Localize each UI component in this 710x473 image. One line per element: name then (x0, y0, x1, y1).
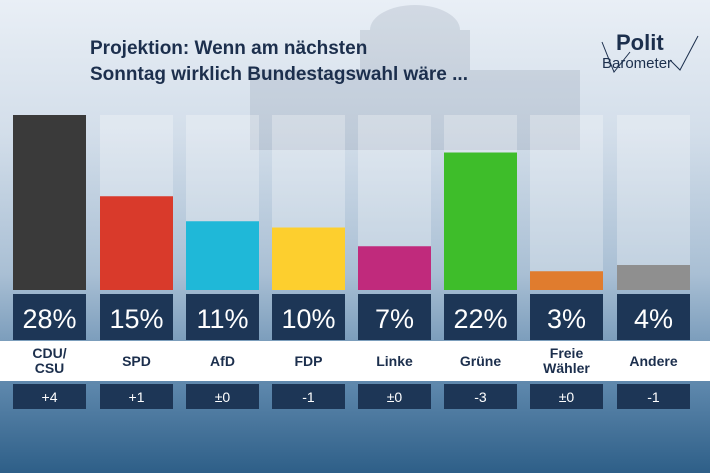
value-label-cdu-csu: 28% (22, 304, 76, 334)
party-label-row (0, 341, 710, 381)
politbarometer-logo: Polit Barometer (600, 30, 700, 75)
value-box-cdu-csu (13, 294, 86, 340)
party-label-afd: AfD (210, 352, 235, 369)
bar-fdp (272, 227, 345, 290)
building-silhouette (250, 5, 580, 150)
bar-andere (617, 265, 690, 290)
party-label-cdu-csu: CDU/CSU (32, 345, 67, 376)
value-label-spd: 15% (109, 304, 163, 334)
bar-slot-freie-w-hler (530, 115, 603, 290)
title-line-2: Sonntag wirklich Bundestagswahl wäre ... (90, 64, 468, 85)
change-label-linke: ±0 (358, 384, 431, 409)
party-label-spd: SPD (122, 352, 151, 369)
value-label-freie-w-hler: 3% (547, 304, 586, 334)
party-label-linke: Linke (376, 352, 413, 369)
change-label-freie-w-hler: ±0 (530, 384, 603, 409)
bar-freie-w-hler (530, 271, 603, 290)
value-box-freie-w-hler (530, 294, 603, 340)
change-label-spd: +1 (100, 384, 173, 409)
value-box-linke (358, 294, 431, 340)
value-box-afd (186, 294, 259, 340)
bar-spd (100, 196, 173, 290)
value-box-fdp (272, 294, 345, 340)
change-label-gr-ne: -3 (444, 384, 517, 409)
bar-slot-andere (617, 115, 690, 290)
title-line-1: Projektion: Wenn am nächsten (90, 38, 368, 59)
value-label-afd: 11% (196, 304, 248, 334)
value-label-fdp: 10% (281, 304, 335, 334)
bar-afd (186, 221, 259, 290)
value-label-andere: 4% (634, 304, 673, 334)
change-label-fdp: -1 (272, 384, 345, 409)
bar-linke (358, 246, 431, 290)
chart-title: Projektion: Wenn am nächsten Sonntag wir… (90, 36, 468, 88)
value-box-spd (100, 294, 173, 340)
value-box-gr-ne (444, 294, 517, 340)
bar-gr-ne (444, 152, 517, 290)
change-label-cdu-csu: +4 (13, 384, 86, 409)
logo-check-icon (601, 35, 699, 73)
value-label-gr-ne: 22% (453, 304, 507, 334)
logo-text-1: Polit (616, 30, 664, 55)
party-label-freie-w-hler: Freie Wähler (543, 345, 590, 376)
value-box-andere (617, 294, 690, 340)
bar-cdu-csu (13, 115, 86, 290)
party-label-fdp: FDP (294, 352, 323, 369)
party-label-gr-ne: Grüne (459, 352, 502, 369)
logo-text-2: Barometer (602, 55, 673, 72)
change-label-afd: ±0 (186, 384, 259, 409)
value-label-linke: 7% (375, 304, 414, 334)
party-label-andere: Andere (629, 352, 678, 369)
change-label-andere: -1 (617, 384, 690, 409)
